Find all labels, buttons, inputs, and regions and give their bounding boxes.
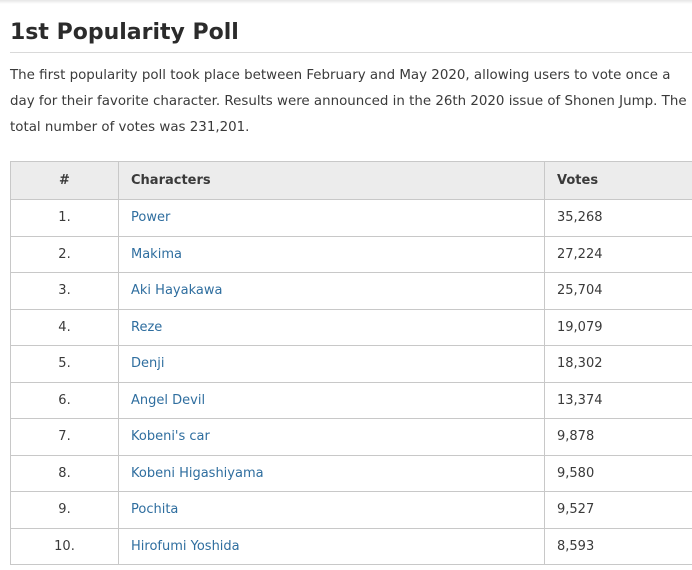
header-votes[interactable]: Votes [544, 161, 692, 200]
table-header-row: # Characters Votes [10, 161, 692, 200]
character-link[interactable]: Pochita [131, 502, 179, 518]
character-link[interactable]: Kobeni's car [131, 429, 210, 445]
votes-cell: 9,878 [544, 418, 692, 456]
table-row: 5. Denji 18,302 [10, 345, 692, 383]
character-cell: Kobeni's car [118, 418, 545, 456]
character-cell: Kobeni Higashiyama [118, 454, 545, 492]
character-link[interactable]: Kobeni Higashiyama [131, 465, 264, 481]
table-row: 2. Makima 27,224 [10, 235, 692, 273]
table-row: 4. Reze 19,079 [10, 308, 692, 346]
character-link[interactable]: Makima [131, 246, 182, 262]
rank-cell: 7. [10, 418, 119, 456]
votes-cell: 19,079 [544, 308, 692, 346]
character-link[interactable]: Aki Hayakawa [131, 283, 223, 299]
article-content: 1st Popularity Poll The first popularity… [10, 0, 692, 565]
character-link[interactable]: Hirofumi Yoshida [131, 538, 240, 554]
rank-cell: 5. [10, 345, 119, 383]
header-rank[interactable]: # [10, 161, 119, 200]
intro-paragraph: The first popularity poll took place bet… [10, 68, 687, 135]
poll-results-table: # Characters Votes 1. Power 35,268 2. Ma… [10, 161, 692, 565]
rank-cell: 9. [10, 491, 119, 529]
character-cell: Makima [118, 235, 545, 273]
character-cell: Reze [118, 308, 545, 346]
character-cell: Denji [118, 345, 545, 383]
rank-cell: 3. [10, 272, 119, 310]
character-link[interactable]: Angel Devil [131, 392, 206, 408]
votes-cell: 18,302 [544, 345, 692, 383]
votes-cell: 35,268 [544, 199, 692, 237]
table-row: 9. Pochita 9,527 [10, 491, 692, 529]
header-characters[interactable]: Characters [118, 161, 545, 200]
table-row: 6. Angel Devil 13,374 [10, 381, 692, 419]
votes-cell: 13,374 [544, 381, 692, 419]
votes-cell: 9,580 [544, 454, 692, 492]
character-cell: Pochita [118, 491, 545, 529]
character-cell: Power [118, 199, 545, 237]
character-link[interactable]: Reze [131, 319, 163, 335]
table-row: 3. Aki Hayakawa 25,704 [10, 272, 692, 310]
character-cell: Aki Hayakawa [118, 272, 545, 310]
votes-cell: 8,593 [544, 527, 692, 565]
rank-cell: 2. [10, 235, 119, 273]
rank-cell: 4. [10, 308, 119, 346]
character-link[interactable]: Denji [131, 356, 165, 372]
rank-cell: 1. [10, 199, 119, 237]
table-row: 10. Hirofumi Yoshida 8,593 [10, 527, 692, 565]
rank-cell: 10. [10, 527, 119, 565]
rank-cell: 6. [10, 381, 119, 419]
section-heading: 1st Popularity Poll [10, 0, 692, 53]
table-row: 7. Kobeni's car 9,878 [10, 418, 692, 456]
votes-cell: 9,527 [544, 491, 692, 529]
top-shadow-bar [0, 0, 692, 4]
character-link[interactable]: Power [131, 210, 171, 226]
character-cell: Hirofumi Yoshida [118, 527, 545, 565]
votes-cell: 27,224 [544, 235, 692, 273]
votes-cell: 25,704 [544, 272, 692, 310]
rank-cell: 8. [10, 454, 119, 492]
character-cell: Angel Devil [118, 381, 545, 419]
table-row: 8. Kobeni Higashiyama 9,580 [10, 454, 692, 492]
table-row: 1. Power 35,268 [10, 199, 692, 237]
